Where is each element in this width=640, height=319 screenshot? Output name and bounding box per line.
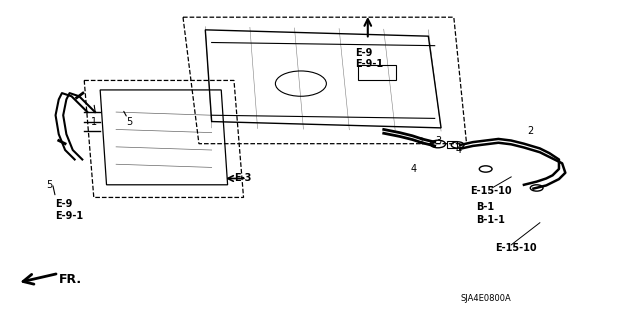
Text: 4: 4: [411, 164, 417, 174]
Text: E-15-10: E-15-10: [470, 186, 511, 196]
Text: 3: 3: [435, 136, 441, 145]
Text: 5: 5: [46, 180, 52, 190]
Text: FR.: FR.: [59, 273, 82, 286]
Text: E-9
E-9-1: E-9 E-9-1: [56, 199, 84, 221]
Text: 5: 5: [125, 116, 132, 127]
Text: E-3: E-3: [234, 174, 252, 183]
Text: 4: 4: [456, 145, 462, 155]
Text: B-1: B-1: [476, 202, 494, 212]
Text: E-9
E-9-1: E-9 E-9-1: [355, 48, 383, 69]
Text: SJA4E0800A: SJA4E0800A: [460, 294, 511, 303]
Text: B-1-1: B-1-1: [476, 215, 505, 225]
Text: E-15-10: E-15-10: [495, 243, 537, 253]
Text: 1: 1: [91, 116, 97, 127]
Text: 2: 2: [527, 126, 533, 136]
